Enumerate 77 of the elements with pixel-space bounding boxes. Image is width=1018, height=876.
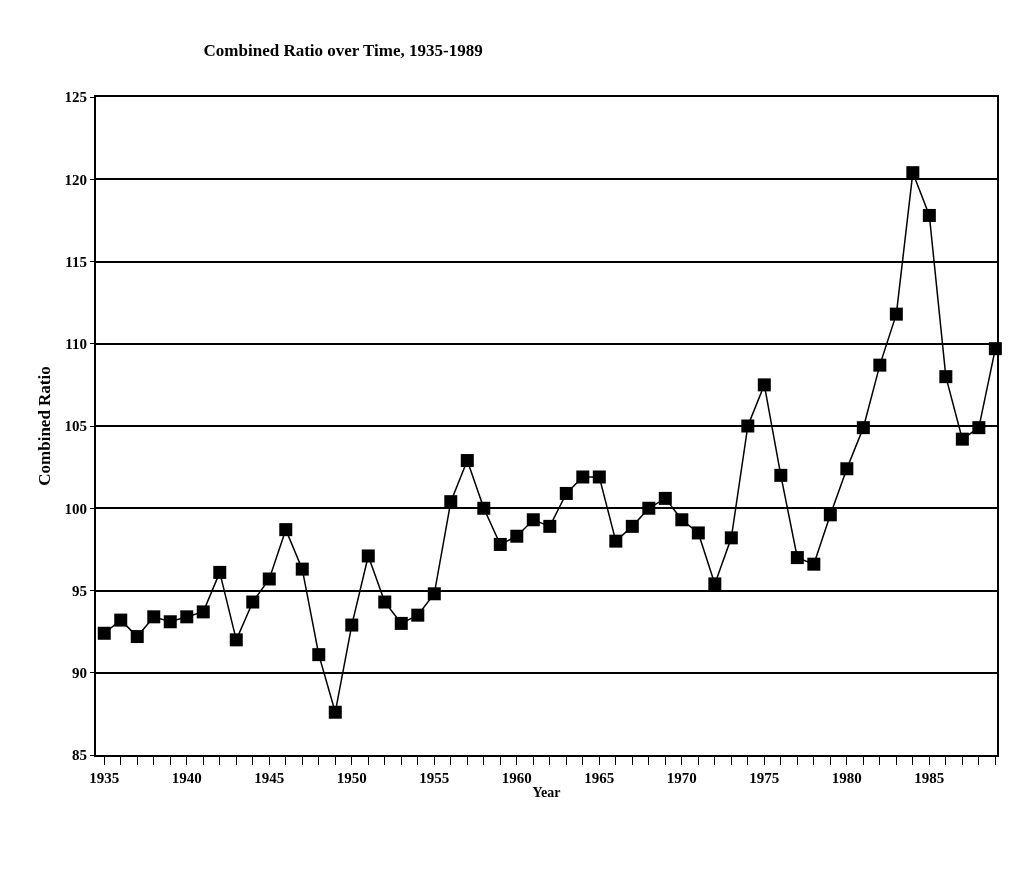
point xyxy=(922,208,936,222)
point xyxy=(444,495,458,509)
y-tick-label: 120 xyxy=(64,171,87,188)
point xyxy=(592,470,606,484)
point xyxy=(97,626,111,640)
point xyxy=(675,513,689,527)
point xyxy=(229,633,243,647)
point xyxy=(658,491,672,505)
point xyxy=(262,572,276,586)
point xyxy=(543,519,557,533)
point xyxy=(493,537,507,551)
point xyxy=(790,551,804,565)
point xyxy=(295,562,309,576)
y-tick-label: 100 xyxy=(64,500,87,517)
point xyxy=(625,519,639,533)
point xyxy=(213,565,227,579)
y-tick-label: 95 xyxy=(72,582,87,599)
point xyxy=(427,587,441,601)
point xyxy=(939,370,953,384)
point xyxy=(972,421,986,435)
point xyxy=(312,648,326,662)
point xyxy=(856,421,870,435)
x-tick-label: 1980 xyxy=(831,770,862,786)
point xyxy=(807,557,821,571)
chart-title: Combined Ratio over Time, 1935-1989 xyxy=(203,40,483,60)
point xyxy=(873,358,887,372)
x-axis-title: Year xyxy=(532,784,561,800)
point xyxy=(757,378,771,392)
point xyxy=(328,705,342,719)
point xyxy=(774,468,788,482)
point xyxy=(576,470,590,484)
x-tick-label: 1950 xyxy=(336,770,367,786)
point xyxy=(691,526,705,540)
x-tick-label: 1970 xyxy=(666,770,697,786)
y-tick-label: 90 xyxy=(72,665,87,681)
point xyxy=(460,454,474,468)
x-tick-label: 1960 xyxy=(501,770,532,786)
point xyxy=(130,630,144,644)
point xyxy=(906,166,920,180)
point xyxy=(510,529,524,543)
point xyxy=(147,610,161,624)
point xyxy=(394,616,408,630)
point xyxy=(741,419,755,433)
x-tick-label: 1940 xyxy=(171,770,202,786)
point xyxy=(840,462,854,476)
point xyxy=(361,549,375,563)
point xyxy=(477,501,491,515)
y-tick-label: 125 xyxy=(64,89,87,106)
x-tick-label: 1945 xyxy=(254,770,285,786)
point xyxy=(196,605,210,619)
point xyxy=(724,531,738,545)
point xyxy=(345,618,359,632)
point xyxy=(180,610,194,624)
point xyxy=(823,508,837,522)
y-axis-title: Combined Ratio xyxy=(34,366,54,486)
x-tick-label: 1955 xyxy=(419,770,450,786)
point xyxy=(955,432,969,446)
point xyxy=(279,523,293,537)
point xyxy=(411,608,425,622)
point xyxy=(889,307,903,321)
x-tick-label: 1975 xyxy=(749,770,780,786)
point xyxy=(609,534,623,548)
y-tick-label: 115 xyxy=(65,253,87,270)
point xyxy=(246,595,260,609)
x-tick-label: 1965 xyxy=(584,770,615,786)
point xyxy=(642,501,656,515)
x-tick-label: 1935 xyxy=(89,770,120,786)
y-tick-label: 105 xyxy=(64,418,87,435)
point xyxy=(708,577,722,591)
point xyxy=(163,615,177,629)
y-tick-label: 85 xyxy=(72,747,87,764)
point xyxy=(559,486,573,500)
point xyxy=(114,613,128,627)
x-tick-label: 1985 xyxy=(914,770,945,786)
point xyxy=(378,595,392,609)
point xyxy=(526,513,540,527)
y-tick-label: 110 xyxy=(65,336,87,352)
